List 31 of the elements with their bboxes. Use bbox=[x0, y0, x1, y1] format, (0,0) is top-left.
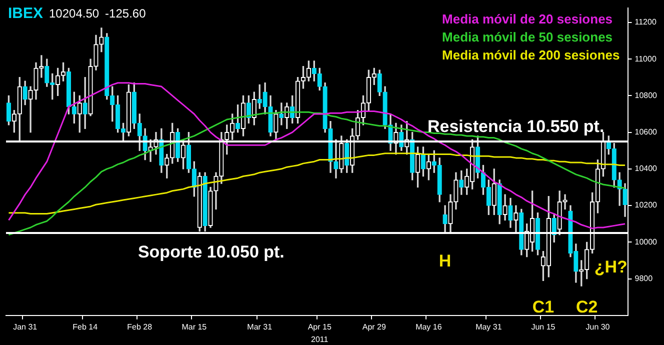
x-tick-label: Jun 30 bbox=[586, 322, 610, 332]
annotation: C1 bbox=[532, 298, 554, 317]
x-tick-label: Jan 31 bbox=[13, 322, 38, 332]
y-tick-label: 10800 bbox=[634, 90, 658, 100]
x-tick-label: Feb 28 bbox=[127, 322, 153, 332]
ref-line-label: Soporte 10.050 pt. bbox=[138, 242, 284, 262]
ref-line-label: Resistencia 10.550 pt. bbox=[427, 117, 604, 136]
annotation: C2 bbox=[576, 298, 598, 317]
chart-title: IBEX 10204.50 -125.60 bbox=[8, 5, 146, 22]
x-tick-label: Jun 15 bbox=[531, 322, 556, 332]
text: Media móvil de 200 sesiones bbox=[442, 48, 620, 63]
x-tick-label: Mar 31 bbox=[247, 322, 273, 332]
y-tick-label: 9800 bbox=[634, 274, 654, 283]
annotation: H bbox=[438, 252, 452, 271]
y-tick-label: 10600 bbox=[634, 128, 658, 137]
x-tick-label: Apr 29 bbox=[362, 322, 386, 332]
y-tick-label: 10000 bbox=[634, 237, 658, 246]
annotation: ¿H? bbox=[594, 258, 628, 277]
x-tick-label: Feb 14 bbox=[72, 322, 98, 332]
x-tick-label: May 16 bbox=[416, 322, 442, 332]
y-tick-label: 10400 bbox=[634, 164, 658, 174]
text: 2011 bbox=[311, 335, 329, 344]
text: Media móvil de 20 sesiones bbox=[442, 12, 613, 27]
y-tick-label: 11000 bbox=[634, 54, 657, 64]
y-tick-label: 10200 bbox=[634, 200, 658, 210]
x-tick-label: Mar 15 bbox=[182, 322, 208, 332]
x-tick-label: Apr 15 bbox=[308, 322, 332, 332]
y-tick-label: 11200 bbox=[634, 18, 657, 27]
candlestick bbox=[279, 102, 284, 126]
text: Media móvil de 50 sesiones bbox=[442, 30, 613, 45]
x-tick-label: May 31 bbox=[476, 322, 502, 332]
